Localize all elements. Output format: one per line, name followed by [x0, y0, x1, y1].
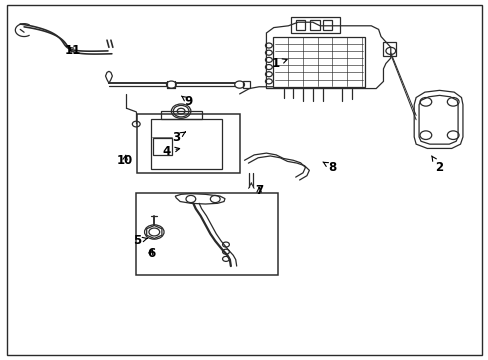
Circle shape [166, 81, 176, 88]
Text: 2: 2 [431, 156, 443, 174]
Circle shape [234, 81, 244, 88]
Text: 1: 1 [272, 57, 286, 70]
Text: 5: 5 [133, 234, 147, 247]
Bar [272, 37, 365, 87]
Bar [160, 111, 202, 119]
Bar [290, 17, 339, 33]
Bar [295, 20, 305, 30]
Bar [136, 193, 277, 275]
Text: 9: 9 [181, 95, 192, 108]
Text: 3: 3 [172, 131, 185, 144]
Bar [310, 20, 320, 30]
Text: 7: 7 [255, 184, 263, 197]
Bar [137, 114, 239, 173]
Text: 6: 6 [146, 247, 155, 260]
Text: 4: 4 [162, 145, 179, 158]
Bar [243, 81, 250, 88]
Bar [383, 42, 395, 56]
Bar [151, 119, 221, 169]
Text: 8: 8 [322, 161, 336, 174]
Text: 11: 11 [64, 44, 81, 57]
Bar [153, 138, 172, 155]
Bar [322, 20, 331, 30]
Text: 10: 10 [117, 154, 133, 167]
